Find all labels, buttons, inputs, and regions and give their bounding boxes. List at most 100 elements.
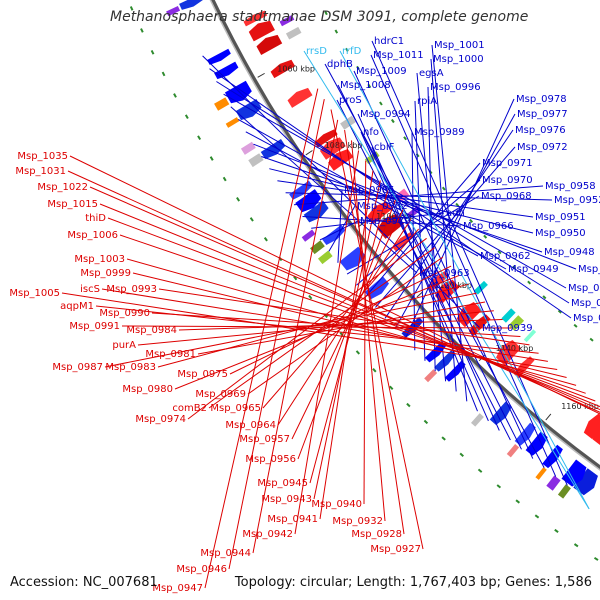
forward-gene-label: Msp_0958 — [545, 181, 596, 192]
reverse-gene-label-leader — [228, 99, 325, 570]
reverse-gene-label: Msp_0983 — [105, 362, 156, 373]
reverse-gene-label-leader — [61, 292, 558, 370]
forward-gene-label: Msp_1001 — [434, 40, 485, 51]
gc-content-mark — [161, 71, 166, 77]
reverse-gene-label: Msp_1035 — [17, 151, 68, 162]
forward-gene-arrow — [525, 431, 548, 456]
forward-cog-block — [225, 117, 240, 128]
reverse-gene-label: Msp_0999 — [80, 268, 131, 279]
gc-skew-mark — [334, 29, 339, 34]
forward-gene-label-leader — [261, 156, 543, 253]
reverse-gene-label-leader — [204, 88, 319, 589]
forward-cog-block — [535, 467, 547, 480]
forward-gene-label: Msp_0989 — [414, 127, 465, 138]
forward-gene-label: Msp_0977 — [517, 109, 568, 120]
forward-gene-label-leader — [337, 189, 343, 263]
forward-gene-label: Msp_0985 — [344, 185, 395, 196]
forward-gene-label: Msp_0972 — [517, 142, 568, 153]
reverse-gene-label: Msp_0975 — [177, 369, 228, 380]
reverse-gene-label: Msp_0984 — [126, 325, 177, 336]
forward-gene-label-leader — [357, 113, 500, 431]
forward-cog-block — [166, 5, 181, 17]
forward-gene-label-leader — [427, 86, 436, 372]
gc-content-mark — [573, 543, 579, 548]
forward-gene-arrow — [444, 360, 466, 382]
gc-skew-mark — [469, 218, 474, 223]
forward-gene-arrow — [207, 48, 231, 65]
reverse-gene-label-leader — [291, 209, 404, 440]
reverse-gene-label-leader — [178, 319, 503, 331]
forward-gene-label: Msp_0948 — [544, 247, 595, 258]
reverse-cog-block — [523, 329, 537, 343]
scale-tick-label: 1140 kbp — [496, 344, 534, 353]
gc-content-mark — [389, 385, 394, 390]
forward-gene-label: Msp_0962 — [480, 251, 531, 262]
gc-content-mark — [184, 114, 189, 120]
forward-cog-block — [317, 250, 333, 265]
reverse-gene-label: iscS — [80, 284, 100, 295]
reverse-gene-label: Msp_1003 — [74, 254, 125, 265]
scale-tick — [305, 150, 313, 156]
gc-content-mark — [140, 28, 144, 33]
forward-gene-arrow — [514, 422, 536, 446]
forward-gene-label: Msp_0963 — [419, 268, 470, 279]
forward-gene-label-leader — [237, 118, 507, 270]
reverse-gene-label-leader — [89, 186, 600, 411]
reverse-gene-label-leader — [104, 292, 477, 368]
reverse-gene-label: Msp_1006 — [67, 230, 118, 241]
forward-gene-arrow — [235, 98, 262, 121]
gc-content-mark — [441, 436, 446, 441]
reverse-gene-label-leader — [294, 150, 360, 535]
reverse-gene-label: Msp_0932 — [332, 516, 383, 527]
scale-tick — [257, 72, 265, 78]
gc-skew-mark — [542, 295, 547, 300]
forward-gene-label: Msp_0994 — [360, 109, 411, 120]
rna-gene-label-leader — [339, 50, 590, 510]
backbone-circle — [210, 0, 600, 470]
gc-content-mark — [372, 368, 377, 373]
gc-skew-mark — [379, 101, 383, 106]
reverse-gene-label-leader — [262, 228, 420, 409]
reverse-gene-label: Msp_0945 — [257, 478, 308, 489]
reverse-gene-label: Msp_0964 — [225, 420, 276, 431]
forward-gene-label: Msp_1000 — [433, 54, 484, 65]
forward-gene-label-leader — [375, 146, 516, 308]
reverse-gene-arrow — [392, 231, 415, 252]
gc-content-mark — [593, 556, 599, 561]
gc-content-mark — [515, 499, 521, 504]
reverse-gene-arrow — [270, 59, 296, 79]
reverse-cog-block — [340, 115, 356, 130]
forward-gene-label: Msp_0976 — [515, 125, 566, 136]
gc-skew-mark — [497, 250, 502, 255]
forward-cog-block — [557, 484, 571, 499]
forward-gene-label: nfo — [363, 127, 379, 138]
forward-gene-label: Msp_0939 — [482, 323, 533, 334]
forward-gene-label: Msp_0966 — [463, 221, 514, 232]
gc-content-mark — [173, 93, 177, 98]
forward-gene-arrow — [561, 459, 587, 487]
forward-gene-label: Msp_1009 — [356, 66, 407, 77]
forward-cog-block — [506, 443, 520, 458]
reverse-gene-label-leader — [330, 109, 424, 550]
reverse-gene-label-leader — [229, 265, 452, 375]
forward-gene-label: Msp_0968 — [481, 191, 532, 202]
reverse-gene-label: Msp_0947 — [152, 583, 203, 594]
reverse-gene-label: Msp_1022 — [37, 182, 88, 193]
forward-gene-label-leader — [245, 131, 479, 257]
scale-tick-label: 1080 kbp — [325, 141, 363, 150]
reverse-gene-label-leader — [319, 170, 374, 520]
forward-gene-label-leader — [371, 40, 568, 486]
gc-content-mark — [150, 49, 155, 55]
forward-gene-label: Msp_0949 — [508, 264, 559, 275]
forward-gene-arrow — [260, 138, 286, 159]
forward-gene-label-leader — [223, 93, 567, 289]
gc-skew-mark — [441, 186, 446, 191]
forward-gene-label: Msp_0935 — [578, 264, 600, 275]
forward-gene-label: proS — [339, 95, 362, 106]
gc-content-mark — [293, 275, 298, 281]
reverse-cog-block — [285, 26, 302, 40]
scale-tick-label: 1060 kbp — [277, 64, 315, 73]
reverse-gene-label: Msp_0969 — [195, 389, 246, 400]
gc-skew-mark — [527, 280, 532, 285]
forward-gene-label-leader — [404, 98, 515, 341]
